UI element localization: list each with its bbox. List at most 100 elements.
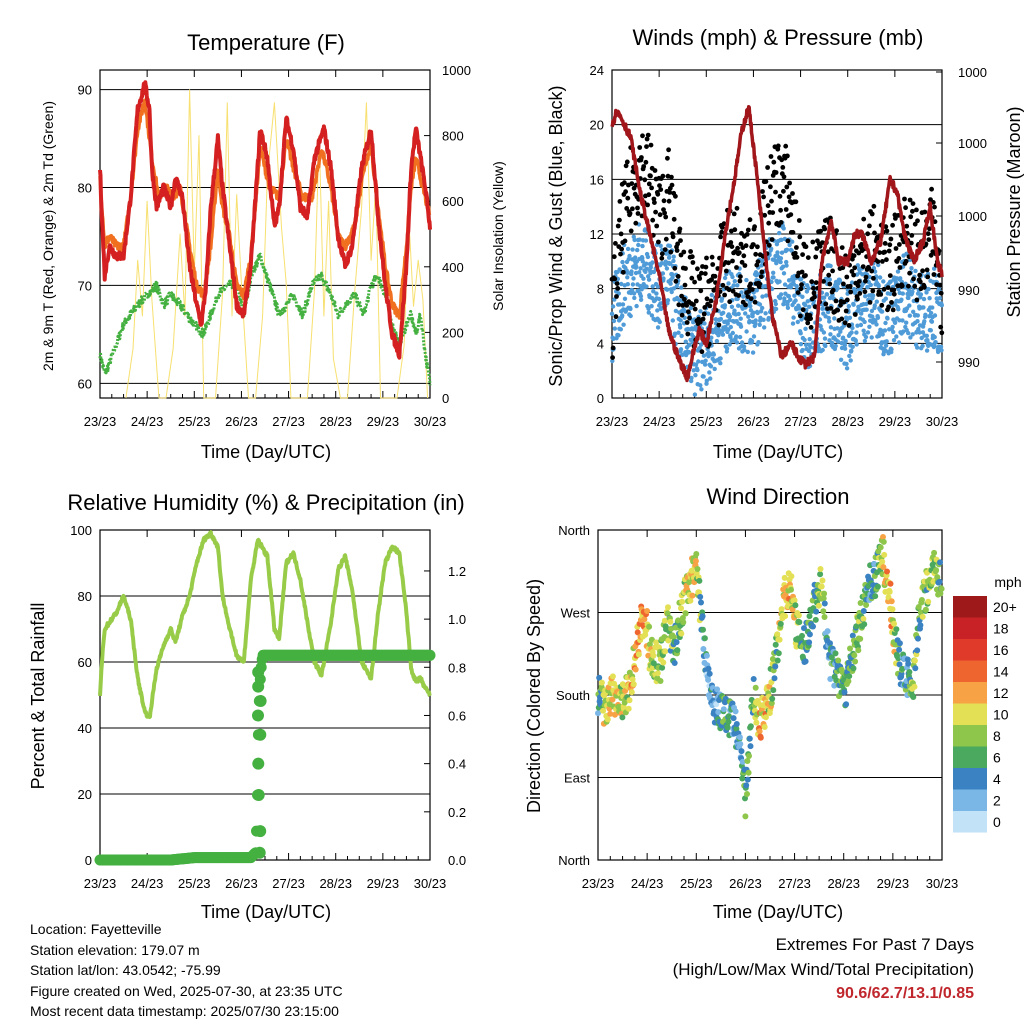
gust-point: [731, 211, 737, 217]
wind-point: [666, 255, 672, 260]
wind-point: [920, 343, 925, 349]
direction-point: [752, 684, 759, 691]
direction-point: [746, 753, 752, 759]
legend-label: 18: [993, 621, 1009, 637]
gust-point: [859, 242, 864, 247]
direction-point: [625, 705, 632, 712]
gust-point: [615, 286, 621, 291]
wind-point: [864, 307, 869, 312]
gust-point: [844, 274, 850, 280]
gust-point: [917, 272, 923, 278]
direction-point: [689, 592, 696, 599]
wind-point: [907, 313, 912, 318]
wind-point: [816, 345, 821, 351]
gust-point: [668, 249, 674, 255]
gust-point: [884, 257, 889, 263]
gust-point: [925, 274, 931, 280]
wind-point: [651, 269, 657, 275]
direction-point: [806, 639, 813, 646]
wind-point: [657, 319, 662, 325]
gust-point: [839, 245, 845, 251]
legend-swatch: [953, 596, 987, 618]
gust-point: [808, 316, 813, 321]
gust-point: [790, 230, 796, 235]
gust-point: [755, 244, 760, 250]
humidity-ytick-label: 20: [78, 787, 92, 802]
legend-swatch: [953, 768, 987, 790]
wind-point: [651, 289, 656, 294]
gust-point: [882, 241, 888, 246]
gust-point: [700, 316, 706, 322]
direction-point: [659, 664, 666, 671]
gust-point: [652, 200, 657, 206]
gust-point: [887, 242, 893, 248]
wind-point: [621, 322, 626, 327]
gust-point: [811, 290, 817, 296]
wind-point: [706, 311, 711, 316]
wind-point: [836, 333, 841, 338]
gust-point: [930, 200, 936, 205]
wind-point: [928, 310, 934, 316]
wind-point: [710, 330, 716, 335]
legend-label: 10: [993, 707, 1009, 723]
wind-point: [678, 347, 684, 352]
wind-point: [910, 289, 915, 294]
wind-point: [807, 304, 812, 309]
direction-point: [673, 639, 680, 646]
precip-point: [252, 666, 265, 679]
wind-point: [628, 313, 633, 319]
gust-point: [760, 189, 765, 194]
wind-point: [928, 328, 933, 333]
wind-point: [784, 263, 789, 268]
gust-point: [903, 258, 909, 264]
humidity-xtick-label: 23/23: [84, 876, 117, 891]
wind-point: [749, 338, 755, 344]
gust-point: [687, 315, 692, 321]
direction-point: [847, 645, 853, 652]
wind-point: [730, 274, 735, 280]
wind-point: [670, 275, 675, 280]
wind-point: [820, 306, 825, 311]
wind-point: [683, 339, 688, 344]
gust-point: [697, 319, 703, 325]
direction-point: [736, 734, 743, 741]
gust-point: [765, 165, 770, 170]
gust-point: [855, 283, 861, 289]
wind-point: [901, 329, 906, 334]
gust-point: [843, 308, 849, 314]
direction-legend-title: mph: [994, 574, 1021, 590]
gust-point: [735, 245, 740, 251]
direction-point: [725, 713, 732, 720]
wind-point: [727, 318, 732, 323]
wind-point: [848, 358, 853, 363]
direction-point: [769, 656, 776, 662]
gust-point: [781, 174, 787, 180]
temperature-frame: [99, 69, 431, 399]
direction-point: [678, 605, 684, 612]
wind-point: [771, 270, 776, 275]
wind-point: [877, 275, 883, 280]
gust-point: [783, 207, 789, 212]
gust-point: [790, 191, 795, 196]
direction-point: [595, 710, 601, 717]
wind-point: [933, 340, 938, 345]
gust-point: [908, 214, 914, 220]
direction-point: [788, 586, 794, 593]
wind-point: [915, 313, 920, 318]
direction-point: [934, 574, 941, 581]
wind-point: [820, 347, 825, 353]
gust-point: [881, 286, 887, 292]
gust-point: [642, 177, 648, 183]
direction-point: [917, 622, 924, 629]
direction-point: [815, 602, 822, 609]
direction-point: [777, 620, 784, 627]
humidity-ytick-right-label: 0.8: [448, 660, 466, 675]
gust-point: [896, 256, 902, 261]
temperature-ytick-label: 80: [78, 180, 92, 195]
wind-point: [701, 374, 706, 379]
winds-xtick-label: 29/23: [879, 414, 912, 429]
direction-point: [714, 686, 721, 693]
direction-point: [664, 610, 671, 617]
temperature-panel: Temperature (F) Time (Day/UTC) 2m & 9m T…: [40, 30, 506, 462]
humidity-ytick-right-label: 0.0: [448, 853, 466, 868]
